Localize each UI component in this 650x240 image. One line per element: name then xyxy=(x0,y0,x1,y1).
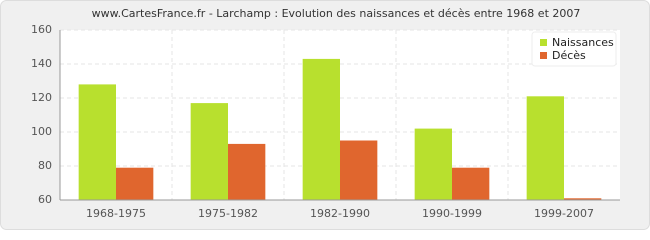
chart-title: www.CartesFrance.fr - Larchamp : Evoluti… xyxy=(92,7,581,20)
legend-label: Décès xyxy=(552,49,586,62)
legend-swatch xyxy=(540,52,547,59)
x-tick-label: 1990-1999 xyxy=(422,207,482,220)
legend-swatch xyxy=(540,39,547,46)
x-tick-label: 1982-1990 xyxy=(310,207,370,220)
bar xyxy=(564,198,602,200)
x-tick-label: 1975-1982 xyxy=(198,207,258,220)
bar xyxy=(452,167,490,200)
chart: www.CartesFrance.fr - Larchamp : Evoluti… xyxy=(0,0,650,230)
bar xyxy=(116,167,154,200)
bar xyxy=(526,96,564,200)
bar xyxy=(414,128,452,200)
y-tick-label: 160 xyxy=(31,23,52,36)
y-tick-label: 60 xyxy=(38,193,52,206)
y-tick-label: 120 xyxy=(31,91,52,104)
bar xyxy=(190,103,228,200)
x-tick-label: 1968-1975 xyxy=(86,207,146,220)
legend-label: Naissances xyxy=(552,36,614,49)
bar xyxy=(78,84,116,200)
bar xyxy=(340,140,378,200)
bar xyxy=(228,143,266,200)
x-tick-label: 1999-2007 xyxy=(534,207,594,220)
y-tick-label: 140 xyxy=(31,57,52,70)
y-tick-label: 80 xyxy=(38,159,52,172)
bar xyxy=(302,58,340,201)
legend-box xyxy=(531,31,617,67)
y-tick-label: 100 xyxy=(31,125,52,138)
